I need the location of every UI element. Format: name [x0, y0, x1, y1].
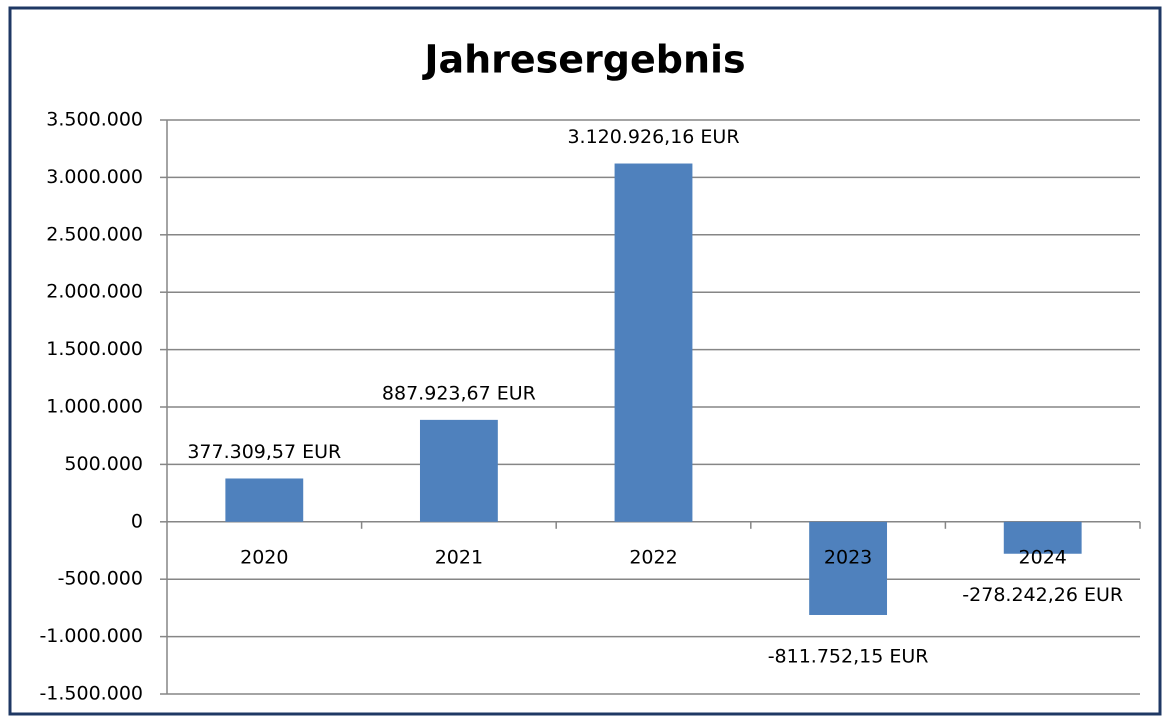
data-label: 377.309,57 EUR: [187, 441, 341, 463]
bar: [809, 521, 888, 615]
y-tick-label: 3.500.000: [46, 109, 143, 131]
chart-border: [8, 6, 1162, 716]
x-tick-label: 2023: [824, 546, 872, 568]
bar: [1003, 521, 1082, 554]
x-tick-label: 2022: [629, 546, 677, 568]
bar: [614, 163, 693, 522]
x-tick-label: 2024: [1019, 546, 1067, 568]
bar: [419, 419, 498, 522]
y-tick-label: 2.500.000: [46, 223, 143, 245]
data-label: -278.242,26 EUR: [962, 584, 1123, 606]
y-tick-label: -1.000.000: [39, 625, 143, 647]
data-label: -811.752,15 EUR: [768, 645, 929, 667]
x-tick-label: 2021: [435, 546, 483, 568]
y-tick-label: -500.000: [58, 568, 143, 590]
y-tick-label: 1.000.000: [46, 396, 143, 418]
bar: [225, 478, 304, 522]
y-tick-label: 1.500.000: [46, 338, 143, 360]
chart-title: Jahresergebnis: [421, 38, 745, 82]
data-label: 887.923,67 EUR: [382, 382, 536, 404]
y-tick-label: 3.000.000: [46, 166, 143, 188]
x-tick-label: 2020: [240, 546, 288, 568]
y-tick-label: 500.000: [64, 453, 143, 475]
y-tick-label: -1.500.000: [39, 683, 143, 705]
y-tick-label: 2.000.000: [46, 281, 143, 303]
y-tick-label: 0: [131, 510, 143, 532]
data-label: 3.120.926,16 EUR: [567, 126, 739, 148]
